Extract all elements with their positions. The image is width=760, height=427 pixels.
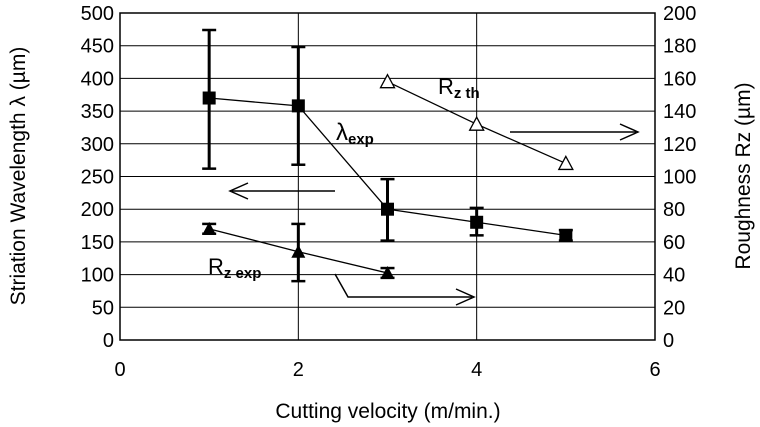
y-left-tick-label: 450: [81, 36, 114, 58]
y-right-tick-label: 40: [663, 265, 685, 287]
x-tick-label: 4: [471, 359, 482, 381]
arrow-lambda-to-left-axis: [228, 182, 335, 200]
label-lambda-exp: λexp: [336, 119, 374, 148]
data-point: [291, 244, 306, 258]
y-left-tick-label: 50: [92, 297, 114, 319]
y-left-tick-label: 0: [103, 330, 114, 352]
y-right-tick-label: 20: [663, 297, 685, 319]
arrow-rz-th-to-right-axis: [510, 123, 640, 141]
data-point: [468, 115, 485, 131]
series-1: [202, 221, 395, 283]
y-right-tick-label: 200: [663, 3, 696, 25]
y-right-tick-label: 0: [663, 330, 674, 352]
label-rz-exp-main: R: [208, 254, 224, 279]
y-left-tick-label: 100: [81, 265, 114, 287]
x-tick-label: 0: [114, 359, 125, 381]
label-rz-exp-sub: z exp: [224, 265, 262, 282]
y-left-tick-label: 200: [81, 199, 114, 221]
y-right-tick-label: 60: [663, 232, 685, 254]
label-rz-th: Rz th: [438, 74, 480, 102]
plot-area-frame: [119, 12, 656, 341]
y-right-tick-label: 160: [663, 68, 696, 90]
series-layer: [202, 28, 574, 283]
tick-labels: 0501001502002503003504004505000204060801…: [81, 3, 697, 381]
data-point: [291, 99, 305, 113]
y-left-tick-label: 500: [81, 3, 114, 25]
y-left-tick-label: 350: [81, 101, 114, 123]
data-point: [202, 91, 216, 105]
x-tick-label: 2: [293, 359, 304, 381]
grid: [120, 13, 655, 340]
data-point: [380, 265, 395, 279]
series-2: [379, 73, 574, 171]
y-left-tick-label: 400: [81, 68, 114, 90]
y-left-tick-label: 250: [81, 167, 114, 189]
series-0: [202, 28, 573, 242]
x-tick-label: 6: [649, 359, 660, 381]
data-point: [202, 221, 217, 235]
y-right-tick-label: 80: [663, 199, 685, 221]
x-axis-label: Cutting velocity (m/min.): [275, 400, 500, 423]
label-rz-th-main: R: [438, 74, 454, 99]
y-axis-left-label: Striation Wavelength λ (µm): [7, 47, 30, 306]
annotations: λexp Rz th Rz exp: [208, 74, 640, 306]
data-point: [470, 215, 484, 229]
y-right-tick-label: 140: [663, 101, 696, 123]
data-point: [559, 228, 573, 242]
y-axis-right-label: Roughness Rz (µm): [732, 82, 755, 269]
data-point: [557, 155, 574, 171]
data-point: [381, 202, 394, 216]
y-right-tick-label: 100: [663, 167, 696, 189]
label-rz-th-sub: z th: [454, 85, 480, 102]
label-lambda-exp-main: λ: [336, 119, 348, 146]
y-right-tick-label: 120: [663, 134, 696, 156]
y-left-tick-label: 300: [81, 134, 114, 156]
y-right-tick-label: 180: [663, 36, 696, 58]
arrow-rz-exp-to-right-axis: [334, 273, 476, 306]
data-point: [379, 73, 396, 89]
label-rz-exp: Rz exp: [208, 254, 261, 282]
label-lambda-exp-sub: exp: [348, 131, 374, 148]
y-left-tick-label: 150: [81, 232, 114, 254]
